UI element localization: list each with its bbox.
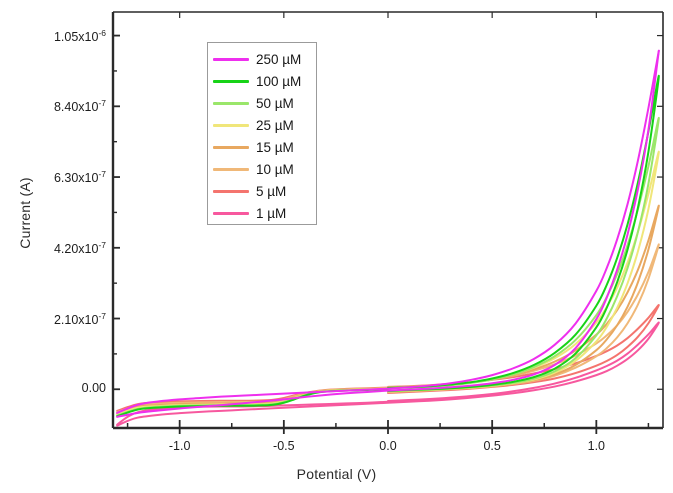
legend-item: 250 µM: [208, 48, 318, 70]
legend: 250 µM 100 µM 50 µM 25 µM 15 µM 10 µM 5 µM 1 µM: [207, 42, 317, 225]
legend-color-swatch: [213, 145, 249, 149]
legend-color-swatch: [213, 57, 249, 61]
series-line-250M: [116, 49, 660, 418]
legend-item: 50 µM: [208, 92, 318, 114]
legend-item: 10 µM: [208, 158, 318, 180]
legend-color-swatch: [213, 123, 249, 127]
y-tick-label: 1.05x10-6: [53, 27, 106, 44]
y-tick-label: 2.10x10-7: [53, 310, 106, 327]
legend-color-swatch: [213, 101, 249, 105]
x-tick-label: -1.0: [168, 439, 191, 453]
legend-color-swatch: [213, 79, 249, 83]
x-tick-label: -0.5: [273, 439, 295, 453]
legend-label: 1 µM: [256, 205, 287, 221]
legend-item: 15 µM: [208, 136, 318, 158]
y-tick-label: 8.40x10-7: [53, 98, 106, 115]
legend-label: 25 µM: [256, 117, 294, 133]
x-axis-title: Potential (V): [296, 466, 377, 482]
legend-item: 100 µM: [208, 70, 318, 92]
legend-item: 25 µM: [208, 114, 318, 136]
legend-label: 250 µM: [256, 51, 302, 67]
series-line-100M: [387, 74, 660, 392]
series-line-250M: [116, 49, 660, 414]
y-tick-label: 4.20x10-7: [53, 239, 106, 256]
y-tick-label: 0.00: [81, 381, 106, 396]
x-tick-label: 0.5: [483, 439, 501, 453]
x-tick-label: 1.0: [587, 439, 606, 453]
legend-label: 10 µM: [256, 161, 294, 177]
legend-label: 50 µM: [256, 95, 294, 111]
legend-color-swatch: [213, 189, 249, 193]
x-tick-label: 0.0: [379, 439, 397, 453]
legend-label: 15 µM: [256, 139, 294, 155]
legend-color-swatch: [213, 211, 249, 215]
y-axis-title: Current (A): [17, 177, 33, 249]
legend-item: 1 µM: [208, 202, 318, 224]
y-tick-label: 6.30x10-7: [53, 169, 106, 186]
legend-item: 5 µM: [208, 180, 318, 202]
series-line-1M: [116, 321, 660, 427]
legend-label: 100 µM: [256, 73, 302, 89]
legend-label: 5 µM: [256, 183, 287, 199]
legend-color-swatch: [213, 167, 249, 171]
